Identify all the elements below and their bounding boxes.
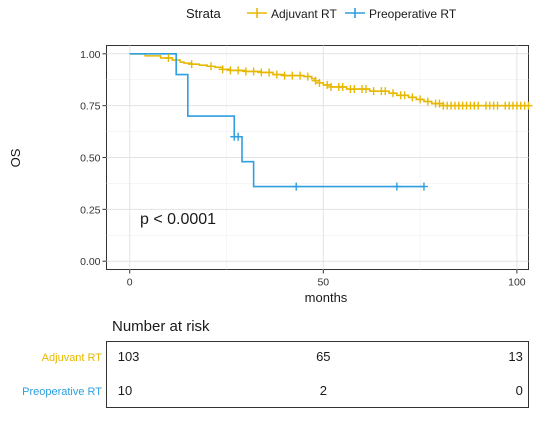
censor-mark-adjuvant [288,71,297,80]
censor-mark-adjuvant [388,89,397,98]
censor-mark-adjuvant [249,67,258,76]
risk-count-preoperative: 0 [516,383,523,398]
censor-mark-adjuvant [524,101,533,110]
censor-marks [164,53,533,191]
risk-table-panel [106,341,529,408]
y-axis-ticks: 0.00 0.25 0.50 0.75 1.00 [80,49,107,268]
legend-title: Strata [186,6,221,21]
censor-mark-adjuvant [272,70,281,79]
risk-count-adjuvant: 103 [118,349,140,364]
censor-mark-adjuvant [226,66,235,75]
censor-mark-adjuvant [423,97,432,106]
p-value-annotation: p < 0.0001 [140,211,216,228]
x-tick-label: 50 [317,277,329,289]
x-tick-label: 0 [127,277,133,289]
censor-mark-adjuvant [207,62,216,71]
censor-mark-adjuvant [257,68,266,77]
risk-count-preoperative: 2 [320,383,327,398]
censor-mark-adjuvant [187,60,196,69]
censor-mark-adjuvant [361,85,370,94]
y-tick-label: 1.00 [80,49,101,61]
x-axis-title: months [305,290,348,305]
survival-curve-preoperative [129,52,424,188]
censor-mark-adjuvant [265,68,274,77]
censor-mark-adjuvant [234,66,243,75]
censor-mark-adjuvant [164,53,173,62]
x-axis-ticks: 0 50 100 [127,269,526,289]
risk-count-adjuvant: 65 [316,349,330,364]
censor-mark-adjuvant [400,91,409,100]
legend-key-preoperative [345,8,365,18]
censor-mark-adjuvant [218,65,227,74]
censor-mark-preoperative [292,182,301,191]
risk-table-title: Number at risk [112,318,210,335]
censor-mark-adjuvant [369,87,378,96]
censor-mark-adjuvant [408,93,417,102]
risk-table-counts: 103 65 13 10 2 0 [118,349,523,398]
x-tick-label: 100 [508,277,526,289]
risk-count-adjuvant: 13 [508,349,522,364]
y-tick-label: 0.50 [80,153,101,165]
censor-mark-preoperative [392,182,401,191]
y-tick-label: 0.75 [80,101,101,113]
risk-count-preoperative: 10 [118,383,132,398]
risk-row-label-adjuvant: Adjuvant RT [42,352,103,364]
risk-row-label-preoperative: Preoperative RT [22,386,102,398]
censor-mark-adjuvant [474,101,483,110]
y-tick-label: 0.00 [80,256,101,268]
censor-mark-adjuvant [327,82,336,91]
censor-mark-adjuvant [315,78,324,87]
y-axis-title: OS [8,148,23,167]
censor-mark-adjuvant [493,101,502,110]
censor-mark-adjuvant [296,71,305,80]
censor-mark-adjuvant [241,67,250,76]
censor-mark-preoperative [234,132,243,141]
legend: Strata Adjuvant RT Preoperative RT [186,6,457,21]
censor-mark-adjuvant [280,71,289,80]
censor-mark-adjuvant [338,82,347,91]
censor-mark-adjuvant [416,95,425,104]
censor-mark-adjuvant [381,87,390,96]
legend-label-adjuvant: Adjuvant RT [271,7,337,21]
legend-key-adjuvant [247,8,267,18]
censor-mark-preoperative [419,182,428,191]
censor-mark-adjuvant [303,72,312,81]
legend-label-preoperative: Preoperative RT [369,7,457,21]
y-tick-label: 0.25 [80,204,101,216]
censor-mark-adjuvant [350,85,359,94]
